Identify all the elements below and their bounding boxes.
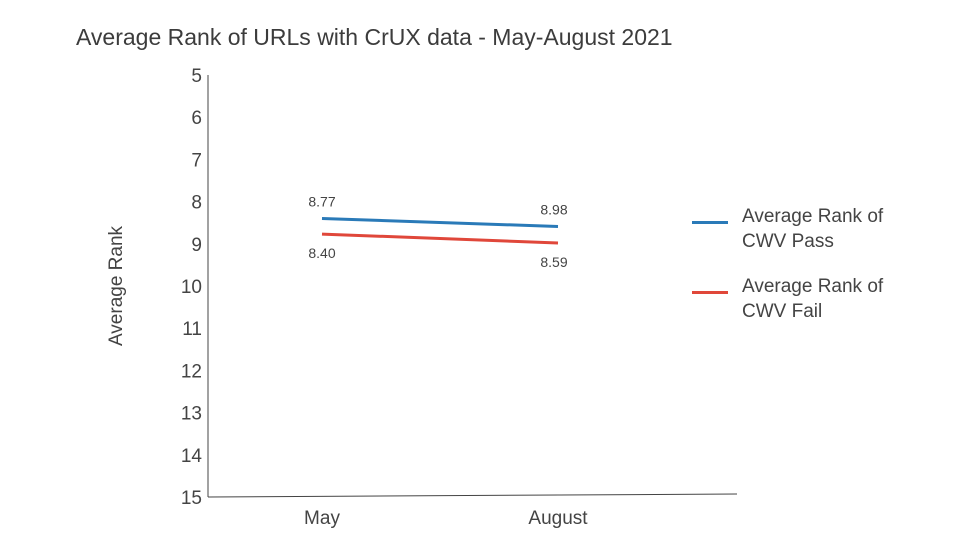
y-tick-label: 13 [181, 404, 202, 425]
y-tick-label: 6 [191, 108, 202, 129]
data-label: 8.77 [308, 193, 335, 209]
legend-swatch-pass [692, 221, 728, 224]
legend-label-pass: Average Rank of CWV Pass [742, 206, 884, 252]
series-line-pass [321, 216, 559, 228]
y-tick-label: 5 [191, 66, 202, 87]
x-axis-line [207, 493, 738, 498]
series-line-fail [321, 232, 559, 245]
y-tick-label: 14 [181, 446, 203, 467]
data-label: 8.59 [540, 254, 567, 270]
y-axis-label: Average Rank [106, 225, 127, 346]
legend-label-fail: Average Rank of CWV Fail [742, 276, 884, 322]
legend-item-fail: Average Rank of CWV Fail [692, 274, 912, 324]
y-tick-label: 9 [191, 235, 202, 256]
x-tick-label: May [304, 508, 340, 529]
y-tick-label: 11 [182, 319, 202, 340]
y-tick-label: 10 [181, 277, 202, 298]
y-tick-label: 8 [191, 193, 202, 214]
data-label: 8.98 [540, 201, 567, 217]
y-tick-label: 7 [191, 150, 202, 171]
x-tick-label: August [528, 508, 588, 529]
data-label: 8.40 [308, 245, 335, 261]
y-tick-label: 12 [181, 361, 202, 382]
y-tick-label: 15 [181, 488, 202, 509]
chart-title: Average Rank of URLs with CrUX data - Ma… [76, 24, 673, 50]
legend-swatch-fail [692, 291, 728, 294]
legend-item-pass: Average Rank of CWV Pass [692, 204, 912, 254]
